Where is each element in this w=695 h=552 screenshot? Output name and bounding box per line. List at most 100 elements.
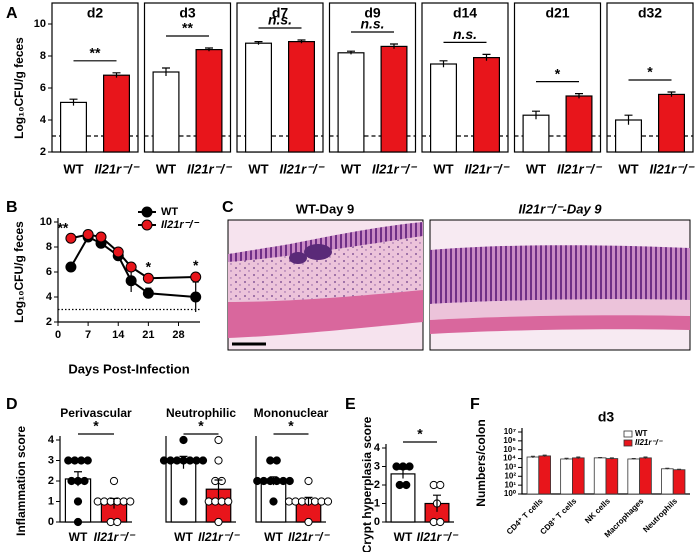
bar bbox=[430, 63, 458, 153]
error-bar bbox=[667, 91, 676, 97]
x-tick-label: Neutrophils bbox=[641, 496, 679, 534]
bar bbox=[565, 95, 593, 153]
error-bar bbox=[254, 41, 263, 45]
legend-label: Il21r⁻/⁻ bbox=[635, 438, 663, 447]
significance-label: * bbox=[198, 418, 204, 434]
y-axis-label: Crypt hyperplasia score bbox=[360, 416, 374, 552]
y-tick-label: 4 bbox=[374, 442, 381, 454]
data-point bbox=[214, 517, 223, 527]
panel-label: E bbox=[345, 396, 356, 413]
bar bbox=[672, 469, 686, 495]
error-bar bbox=[214, 479, 223, 499]
y-tick-label: 10⁷ bbox=[504, 427, 516, 436]
chart-title: Perivascular bbox=[60, 406, 132, 420]
error-bar bbox=[399, 468, 407, 479]
bar bbox=[661, 468, 674, 495]
y-tick-label: 6 bbox=[46, 266, 52, 278]
data-point bbox=[73, 517, 83, 527]
chart-title: d14 bbox=[453, 5, 477, 21]
legend-label: WT bbox=[161, 206, 178, 218]
bar bbox=[526, 456, 540, 495]
y-tick-label: 8 bbox=[46, 241, 52, 253]
legend-swatch bbox=[623, 439, 633, 447]
chart-title: d32 bbox=[638, 5, 662, 21]
bar bbox=[337, 52, 365, 153]
error-bar bbox=[297, 39, 306, 44]
y-tick-label: 10⁶ bbox=[503, 436, 516, 445]
error-bar bbox=[624, 114, 633, 125]
error-bar bbox=[665, 467, 670, 470]
significance-label: * bbox=[93, 418, 99, 434]
data-point bbox=[142, 272, 154, 284]
bar bbox=[522, 114, 550, 153]
y-tick-label: 10 bbox=[40, 216, 52, 228]
x-tick-label: WT bbox=[69, 530, 88, 544]
x-tick-label: WT bbox=[248, 161, 268, 176]
error-bar bbox=[439, 60, 448, 68]
data-point bbox=[224, 497, 233, 506]
x-tick-label: 21 bbox=[142, 329, 154, 341]
x-tick-label: Il21r⁻/⁻ bbox=[279, 161, 325, 176]
bar bbox=[195, 48, 223, 153]
y-tick-label: 10⁰ bbox=[504, 489, 517, 498]
x-axis-label: Days Post-Infection bbox=[68, 361, 189, 376]
bar bbox=[538, 455, 551, 495]
x-tick-label: WT bbox=[174, 530, 193, 544]
x-tick-label: WT bbox=[618, 161, 638, 176]
x-tick-label: 7 bbox=[85, 329, 91, 341]
x-tick-label: Il21r⁻/⁻ bbox=[187, 161, 233, 176]
y-tick-label: 10 bbox=[34, 18, 46, 30]
significance-label: * bbox=[146, 258, 152, 274]
data-point bbox=[80, 476, 89, 486]
error-bar bbox=[677, 468, 682, 471]
data-point bbox=[125, 275, 137, 287]
chart-title: Neutrophilic bbox=[166, 406, 236, 420]
x-tick-label: 0 bbox=[55, 329, 61, 341]
data-point bbox=[65, 232, 77, 244]
plot-frame bbox=[513, 2, 602, 153]
error-bar bbox=[74, 471, 82, 487]
significance-label: * bbox=[288, 418, 294, 434]
x-tick-label: NK cells bbox=[583, 496, 612, 525]
error-bar bbox=[482, 53, 491, 61]
y-tick-label: 10¹ bbox=[504, 480, 516, 489]
bar bbox=[152, 71, 180, 153]
data-point bbox=[125, 261, 137, 273]
x-tick-label: Il21r⁻/⁻ bbox=[372, 161, 418, 176]
significance-label: * bbox=[555, 65, 561, 81]
histology-il21r bbox=[429, 219, 691, 351]
error-bar bbox=[304, 496, 313, 506]
bar bbox=[170, 461, 197, 523]
y-tick-label: 8 bbox=[40, 50, 46, 62]
x-tick-label: WT bbox=[433, 161, 453, 176]
y-tick-label: 10⁴ bbox=[503, 454, 516, 463]
y-axis-label: Log₁₀CFU/g feces bbox=[12, 37, 26, 139]
bar bbox=[639, 457, 652, 495]
bar bbox=[560, 458, 573, 495]
error-bar bbox=[643, 456, 648, 459]
error-bar bbox=[69, 98, 78, 106]
error-bar bbox=[598, 456, 603, 459]
y-tick-label: 4 bbox=[48, 434, 55, 446]
y-tick-label: 2 bbox=[40, 146, 46, 158]
data-point bbox=[126, 497, 135, 506]
data-point bbox=[142, 287, 154, 299]
y-tick-label: 1 bbox=[48, 495, 54, 507]
x-tick-label: WT bbox=[156, 161, 176, 176]
data-point bbox=[82, 229, 94, 240]
data-point bbox=[304, 476, 313, 486]
data-point bbox=[83, 456, 92, 465]
bar bbox=[380, 45, 408, 153]
histology-wt bbox=[227, 219, 424, 351]
x-tick-label: Il21r⁻/⁻ bbox=[649, 161, 695, 176]
y-tick-label: 2 bbox=[46, 316, 52, 328]
chart-title: Mononuclear bbox=[254, 406, 329, 420]
error-bar bbox=[269, 476, 278, 486]
y-tick-label: 1 bbox=[374, 497, 380, 509]
y-tick-label: 6 bbox=[40, 82, 46, 94]
data-point bbox=[272, 456, 281, 465]
x-tick-label: Il21r⁻/⁻ bbox=[94, 530, 136, 544]
image-title: WT-Day 9 bbox=[296, 201, 355, 216]
x-tick-label: Il21r⁻/⁻ bbox=[464, 161, 510, 176]
image-title: Il21r⁻/⁻-Day 9 bbox=[518, 201, 602, 216]
